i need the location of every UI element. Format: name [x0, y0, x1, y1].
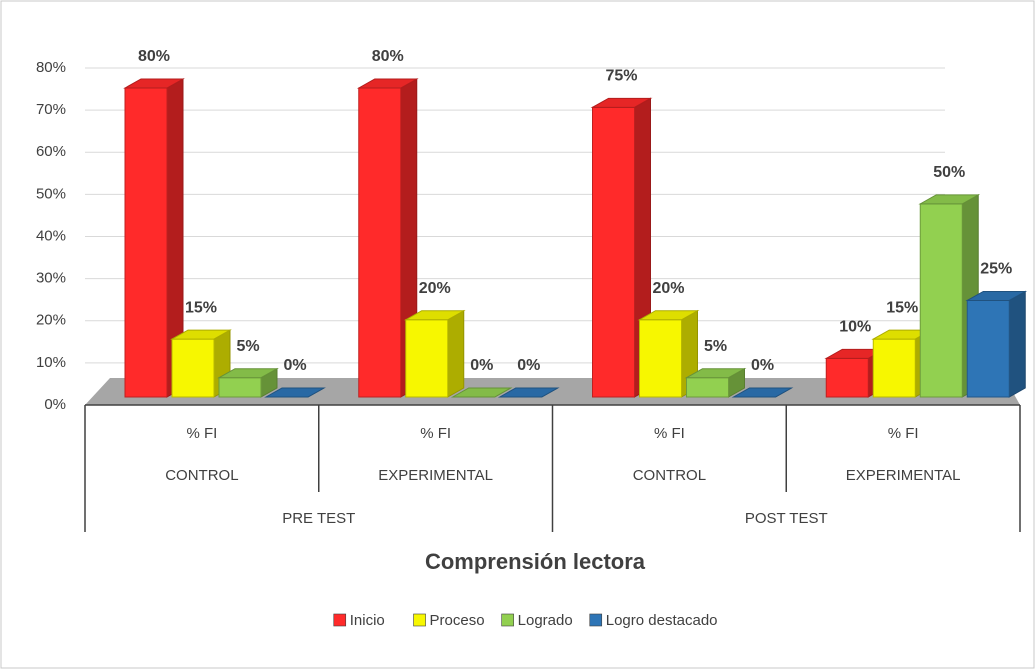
bar-front	[639, 319, 682, 398]
data-label: 5%	[236, 338, 259, 355]
legend-swatch	[589, 613, 603, 627]
bar-top	[450, 387, 513, 398]
y-tick-label: 30%	[36, 270, 66, 287]
y-tick-label: 70%	[36, 101, 66, 118]
bar-top	[590, 97, 653, 108]
bar-top	[217, 368, 279, 379]
bar-top	[965, 290, 1028, 301]
legend-label: Logro destacado	[606, 612, 718, 629]
bar-top	[731, 387, 794, 398]
bar-top	[356, 78, 419, 89]
bar-top	[637, 310, 700, 321]
x-group-label: CONTROL	[165, 467, 238, 484]
legend-label: Inicio	[350, 612, 385, 629]
y-tick-label: 60%	[36, 143, 66, 160]
bar-side	[447, 309, 465, 398]
legend-swatch	[333, 613, 347, 627]
legend-swatch	[413, 613, 426, 627]
x-tick-label: % FI	[654, 425, 685, 442]
bar	[217, 367, 279, 398]
x-tick-label: % FI	[420, 425, 451, 442]
x-supergroup-label: PRE TEST	[282, 510, 355, 527]
bar-top	[264, 387, 326, 398]
y-tick-label: 40%	[36, 227, 66, 244]
bar	[684, 367, 747, 398]
bar-front	[218, 377, 262, 398]
x-group-label: EXPERIMENTAL	[378, 467, 493, 484]
bar-front	[825, 357, 869, 398]
bar-top	[123, 78, 185, 89]
data-label: 20%	[419, 280, 451, 297]
x-group-label: EXPERIMENTAL	[846, 467, 961, 484]
data-label: 20%	[652, 280, 684, 297]
bar-top	[170, 329, 232, 340]
bar-front	[966, 299, 1010, 398]
y-tick-label: 10%	[36, 354, 66, 371]
bar-front	[405, 319, 449, 398]
bar-front	[358, 87, 402, 398]
y-tick-label: 50%	[36, 185, 66, 202]
bar	[965, 290, 1028, 398]
data-label: 0%	[470, 357, 493, 374]
data-label: 25%	[980, 261, 1012, 278]
bar-top	[684, 368, 747, 379]
bar-front	[171, 338, 215, 398]
data-label: 15%	[185, 299, 217, 316]
y-tick-label: 0%	[44, 396, 66, 413]
bar-top	[497, 387, 560, 398]
bar	[637, 309, 700, 398]
bar	[264, 387, 326, 398]
bar-front	[872, 338, 916, 398]
bar	[590, 97, 653, 398]
legend-label: Proceso	[430, 612, 485, 629]
bar	[403, 309, 466, 398]
x-group-label: CONTROL	[633, 467, 706, 484]
data-label: 0%	[751, 357, 774, 374]
data-label: 75%	[605, 68, 637, 85]
data-label: 80%	[138, 48, 170, 65]
data-label: 15%	[886, 299, 918, 316]
x-supergroup-label: POST TEST	[745, 510, 828, 527]
bar-top	[403, 310, 466, 321]
bar-side	[1008, 290, 1026, 398]
bar-top	[918, 194, 981, 205]
bar	[497, 387, 560, 398]
y-tick-label: 80%	[36, 59, 66, 76]
data-label: 50%	[933, 164, 965, 181]
bar	[731, 387, 794, 398]
bar-front	[124, 87, 168, 398]
x-tick-label: % FI	[186, 425, 217, 442]
data-label: 0%	[517, 357, 540, 374]
bar	[824, 348, 887, 398]
legend-label: Logrado	[518, 612, 573, 629]
legend-swatch	[501, 613, 514, 627]
bar-front	[919, 203, 963, 398]
data-label: 80%	[372, 48, 404, 65]
x-axis-title: Comprensión lectora	[425, 549, 646, 574]
bar	[450, 387, 513, 398]
bar-front	[592, 106, 635, 398]
y-tick-label: 20%	[36, 312, 66, 329]
data-label: 5%	[704, 338, 727, 355]
bar-front	[686, 377, 729, 398]
data-label: 0%	[283, 357, 306, 374]
data-label: 10%	[839, 319, 871, 336]
x-tick-label: % FI	[888, 425, 919, 442]
